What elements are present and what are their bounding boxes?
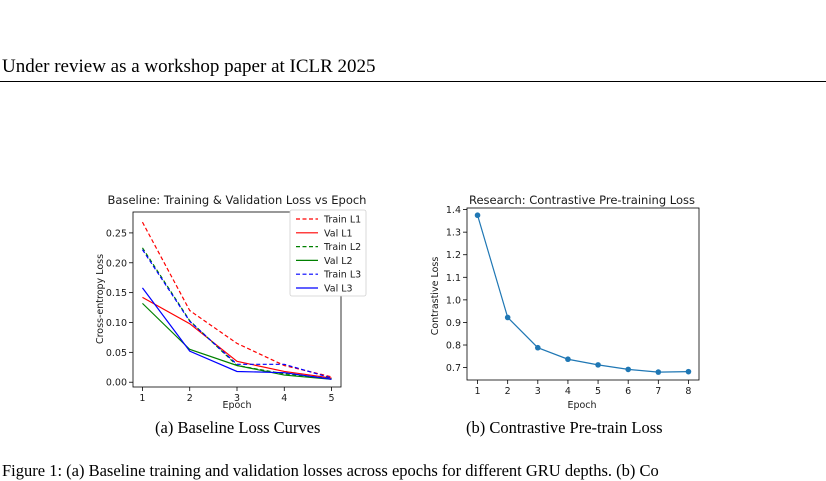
chart-b-ylabel: Contrastive Loss	[430, 257, 441, 336]
chart-a-x-tick-label: 1	[139, 393, 145, 404]
contrastive-loss-chart: Research: Contrastive Pre-training Loss …	[430, 193, 700, 411]
chart-b-x-tick-label: 2	[505, 386, 511, 397]
chart-b-x-tick-label: 3	[535, 386, 541, 397]
chart-b-x-tick-label: 8	[685, 386, 691, 397]
legend-label: Val L3	[324, 284, 353, 295]
chart-b-data-point	[474, 212, 481, 219]
chart-b-data-point	[504, 314, 511, 321]
chart-b-y-tick-label: 1.4	[446, 205, 461, 216]
chart-a-x-tick-label: 2	[187, 393, 193, 404]
chart-a-x-tick-label: 4	[281, 393, 287, 404]
chart-a-y-tick-label: 0.10	[106, 318, 127, 329]
figure-caption-text: Figure 1: (a) Baseline training and vali…	[2, 461, 659, 480]
legend-label: Train L2	[323, 242, 361, 253]
chart-b-data-point	[565, 356, 571, 363]
chart-a-legend-entries: Train L1 Val L1 Train L2 Val L2 Train L3 Val …	[296, 215, 361, 295]
chart-b-data-point	[595, 362, 601, 368]
chart-b-x-tick-label: 7	[655, 386, 661, 397]
running-head: Under review as a workshop paper at ICLR…	[2, 56, 376, 77]
chart-b-x-tick-label: 1	[475, 386, 481, 397]
legend-label: Val L1	[324, 228, 353, 239]
chart-b-data-point	[685, 368, 692, 375]
chart-a-series-line	[142, 296, 332, 379]
legend-label: Train L3	[323, 270, 361, 281]
figure-a-caption: (a) Baseline Loss Curves	[155, 418, 321, 437]
chart-b-y-tick-label: 0.9	[446, 318, 461, 329]
chart-a-series-line	[141, 249, 332, 379]
chart-b-y-tick-label: 1.1	[446, 273, 461, 284]
figure-charts: Baseline: Training & Validation Loss vs …	[95, 193, 700, 411]
chart-b-x-tick-label: 4	[565, 386, 571, 397]
chart-a-ylabel: Cross-entropy Loss	[95, 254, 106, 344]
chart-b-y-tick-label: 1.0	[446, 295, 461, 306]
chart-b-x-ticks: 1 2 3 4 5 6 7 8	[475, 380, 691, 397]
chart-b-y-ticks: 0.7 0.8 0.9 1.0 1.1 1.2 1.3 1.4	[446, 205, 467, 374]
chart-b-y-tick-label: 0.8	[446, 341, 461, 352]
figure-b-caption: (b) Contrastive Pre-train Loss	[466, 418, 663, 437]
chart-a-x-ticks: 1 2 3 4 5	[139, 387, 335, 404]
chart-a-x-tick-label: 3	[234, 393, 240, 404]
chart-a-y-tick-label: 0.05	[106, 348, 127, 359]
chart-b-x-tick-label: 6	[625, 386, 631, 397]
legend-label: Train L1	[323, 215, 361, 226]
chart-b-y-tick-label: 0.7	[446, 363, 461, 374]
chart-a-y-tick-label: 0.25	[106, 228, 127, 239]
chart-a-xlabel: Epoch	[222, 400, 251, 411]
chart-a-y-tick-label: 0.20	[106, 258, 127, 269]
chart-a-series-line	[141, 221, 332, 378]
chart-b-data-point	[535, 344, 541, 351]
chart-b-axes-frame	[466, 207, 700, 381]
header-rule	[0, 81, 826, 82]
chart-a-legend: Train L1 Val L1 Train L2 Val L2 Train L3 Val …	[289, 209, 367, 297]
chart-b-y-tick-label: 1.3	[446, 228, 461, 239]
chart-b-series-line	[476, 215, 689, 373]
chart-a-y-tick-label: 0.15	[106, 288, 127, 299]
chart-b-title: Research: Contrastive Pre-training Loss	[469, 193, 695, 207]
chart-a-y-tick-label: 0.00	[106, 378, 127, 389]
chart-b-data-point	[655, 369, 662, 375]
chart-a-y-ticks: 0.00 0.05 0.10 0.15 0.20 0.25	[106, 228, 133, 389]
chart-a-title: Baseline: Training & Validation Loss vs …	[108, 193, 367, 207]
chart-a-series-line	[142, 302, 332, 380]
chart-b-xlabel: Epoch	[567, 400, 596, 411]
legend-label: Val L2	[324, 256, 353, 267]
chart-a-series-line	[141, 287, 332, 380]
chart-b-y-tick-label: 1.2	[446, 250, 461, 261]
paper-page: Under review as a workshop paper at ICLR…	[0, 56, 826, 480]
baseline-loss-chart: Baseline: Training & Validation Loss vs …	[95, 193, 366, 411]
chart-a-series	[141, 221, 332, 380]
chart-a-x-tick-label: 5	[329, 393, 335, 404]
chart-b-data-point	[625, 366, 631, 373]
chart-b-x-tick-label: 5	[595, 386, 601, 397]
chart-b-series	[474, 212, 692, 375]
